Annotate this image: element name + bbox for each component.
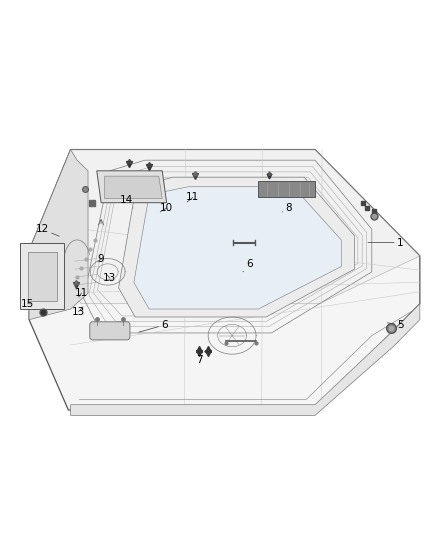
Text: 15: 15 <box>21 298 35 309</box>
Text: 12: 12 <box>35 224 59 236</box>
Polygon shape <box>71 304 420 415</box>
Text: 11: 11 <box>75 288 88 298</box>
Text: 7: 7 <box>196 351 205 365</box>
FancyBboxPatch shape <box>90 322 130 340</box>
Text: 14: 14 <box>120 195 133 208</box>
Polygon shape <box>119 177 354 317</box>
Polygon shape <box>29 150 420 410</box>
Polygon shape <box>29 150 88 320</box>
Polygon shape <box>134 187 341 309</box>
Text: 6: 6 <box>139 320 168 332</box>
Polygon shape <box>97 171 166 203</box>
Text: 6: 6 <box>243 259 253 272</box>
Polygon shape <box>29 150 420 304</box>
Text: 8: 8 <box>283 203 292 213</box>
Text: 10: 10 <box>160 203 173 213</box>
Text: 13: 13 <box>103 273 117 283</box>
Text: 1: 1 <box>368 238 403 247</box>
Text: 5: 5 <box>388 320 403 330</box>
Text: 9: 9 <box>98 254 104 263</box>
Polygon shape <box>28 252 57 301</box>
Polygon shape <box>105 176 162 198</box>
Polygon shape <box>258 181 315 197</box>
Text: 13: 13 <box>72 306 85 317</box>
Text: 11: 11 <box>186 192 199 203</box>
Polygon shape <box>20 243 64 309</box>
